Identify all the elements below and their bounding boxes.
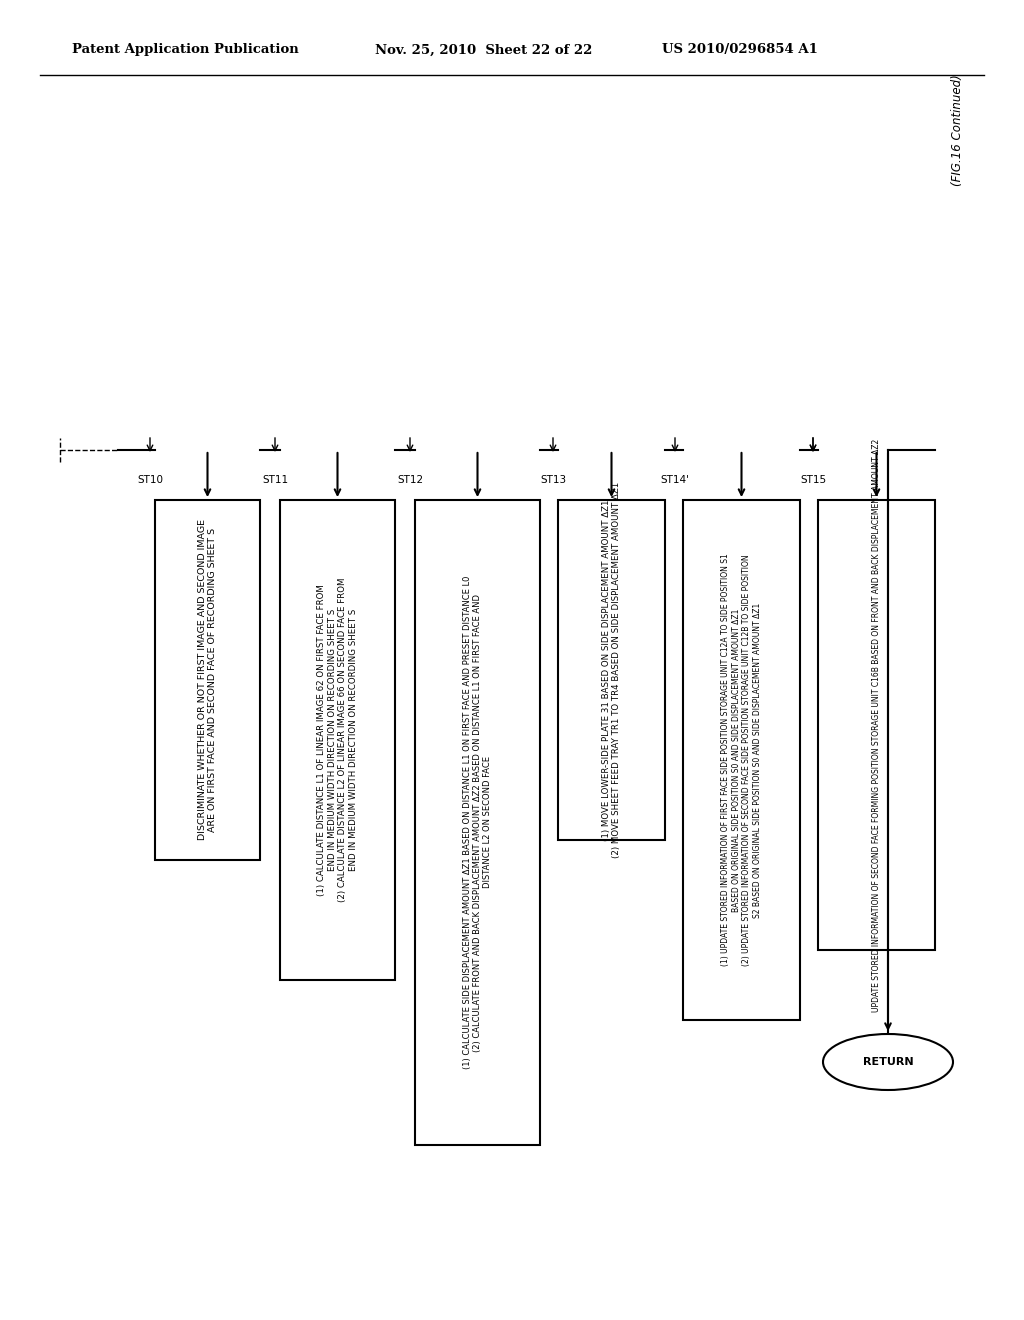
Text: ST12: ST12 [397,475,423,484]
Text: (1) CALCULATE SIDE DISPLACEMENT AMOUNT ΔZ1 BASED ON DISTANCE L1 ON FIRST FACE AN: (1) CALCULATE SIDE DISPLACEMENT AMOUNT Δ… [463,576,493,1069]
Text: (1) MOVE LOWER-SIDE PLATE 31 BASED ON SIDE DISPLACEMENT AMOUNT ΔZ1
(2) MOVE SHEE: (1) MOVE LOWER-SIDE PLATE 31 BASED ON SI… [602,482,622,858]
Bar [683,500,800,1020]
Text: Patent Application Publication: Patent Application Publication [72,44,299,57]
Ellipse shape [823,1034,953,1090]
Text: ST10: ST10 [137,475,163,484]
Text: (1) CALCULATE DISTANCE L1 OF LINEAR IMAGE 62 ON FIRST FACE FROM
END IN MEDIUM WI: (1) CALCULATE DISTANCE L1 OF LINEAR IMAG… [317,578,357,903]
Text: ST11: ST11 [262,475,288,484]
Text: RETURN: RETURN [862,1057,913,1067]
Bar [280,500,395,979]
Text: DISCRIMINATE WHETHER OR NOT FIRST IMAGE AND SECOND IMAGE
ARE ON FIRST FACE AND S: DISCRIMINATE WHETHER OR NOT FIRST IMAGE … [198,520,217,841]
Text: (1) UPDATE STORED INFORMATION OF FIRST FACE SIDE POSITION STORAGE UNIT C12A TO S: (1) UPDATE STORED INFORMATION OF FIRST F… [721,553,762,966]
Text: UPDATE STORED INFORMATION OF SECOND FACE FORMING POSITION STORAGE UNIT C16B BASE: UPDATE STORED INFORMATION OF SECOND FACE… [872,438,881,1011]
Text: ST14': ST14' [660,475,689,484]
Text: ST13: ST13 [540,475,566,484]
Bar [415,500,540,1144]
Bar [155,500,260,861]
Text: Nov. 25, 2010  Sheet 22 of 22: Nov. 25, 2010 Sheet 22 of 22 [375,44,592,57]
Bar [818,500,935,950]
Text: US 2010/0296854 A1: US 2010/0296854 A1 [662,44,818,57]
Text: ST15: ST15 [800,475,826,484]
Text: (FIG.16 Continued): (FIG.16 Continued) [951,74,965,186]
Bar [558,500,665,840]
